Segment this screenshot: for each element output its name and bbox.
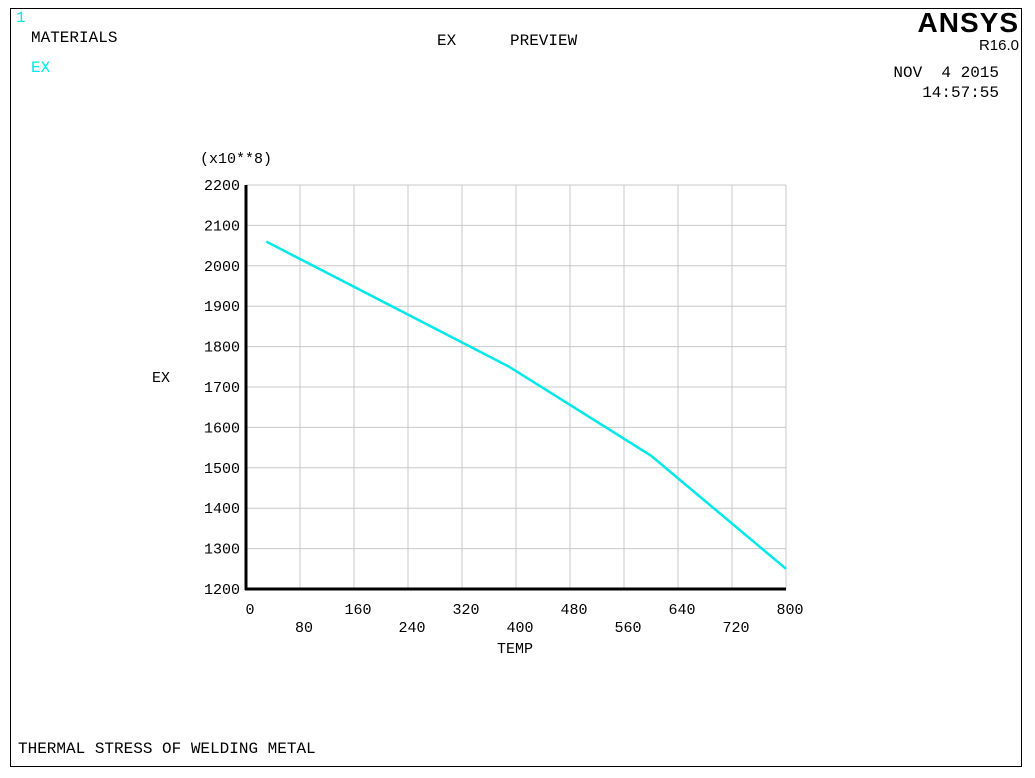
time-label: 14:57:55 (922, 84, 999, 102)
version-label: R16.0 (978, 37, 1019, 54)
date-label: NOV 4 2015 (893, 64, 999, 82)
y-tick-label: 2000 (204, 259, 240, 276)
x-tick-label: 720 (722, 620, 749, 637)
brand-block: ANSYS R16.0 (917, 7, 1019, 54)
y-tick-label: 1200 (204, 582, 240, 599)
x-tick-label: 80 (295, 620, 313, 637)
chart-axes (244, 185, 786, 591)
x-tick-label: 320 (452, 602, 479, 619)
x-tick-labels: 0 80 160 240 320 400 480 560 640 720 800 (245, 602, 803, 637)
x-tick-label: 160 (344, 602, 371, 619)
series-line (265, 240, 787, 570)
x-tick-label: 400 (506, 620, 533, 637)
plot-title-property: EX (437, 32, 457, 50)
y-tick-label: 2100 (204, 218, 240, 235)
y-tick-label: 1300 (204, 542, 240, 559)
x-tick-label: 240 (398, 620, 425, 637)
window-number: 1 (16, 9, 26, 27)
y-tick-labels: 1200 1300 1400 1500 1600 1700 1800 1900 2000 2100… (204, 178, 240, 599)
y-tick-label: 1400 (204, 501, 240, 518)
x-tick-label: 560 (614, 620, 641, 637)
y-tick-label: 1600 (204, 420, 240, 437)
chart-series (265, 240, 787, 570)
y-tick-label: 1900 (204, 299, 240, 316)
x-tick-label: 800 (776, 602, 803, 619)
chart-grid (245, 184, 787, 590)
y-tick-label: 1700 (204, 380, 240, 397)
y-multiplier-label: (x10**8) (200, 151, 272, 168)
x-tick-label: 640 (668, 602, 695, 619)
x-tick-label: 480 (560, 602, 587, 619)
plot-title-mode: PREVIEW (510, 32, 578, 50)
property-label: EX (31, 59, 51, 77)
x-axis-label: TEMP (497, 641, 533, 658)
y-tick-label: 1500 (204, 461, 240, 478)
ansys-logo: ANSYS (917, 7, 1019, 38)
materials-label: MATERIALS (31, 29, 118, 47)
plot-window-frame (10, 8, 1022, 767)
y-axis-label: EX (152, 370, 170, 387)
x-tick-label: 0 (245, 602, 254, 619)
y-tick-label: 1800 (204, 340, 240, 357)
y-tick-label: 2200 (204, 178, 240, 195)
footer-caption: THERMAL STRESS OF WELDING METAL (18, 740, 316, 758)
